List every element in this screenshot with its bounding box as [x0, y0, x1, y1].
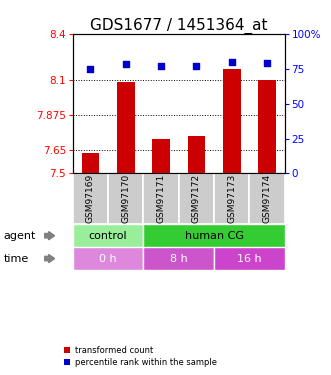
Bar — [179, 174, 214, 224]
Bar — [73, 224, 143, 247]
Point — [88, 66, 93, 72]
Text: agent: agent — [3, 231, 36, 241]
Bar — [143, 247, 214, 270]
Text: GSM97169: GSM97169 — [86, 174, 95, 223]
Bar — [143, 174, 179, 224]
Bar — [188, 136, 205, 174]
Text: 16 h: 16 h — [237, 254, 262, 264]
Point — [194, 63, 199, 69]
Text: GSM97172: GSM97172 — [192, 174, 201, 223]
Bar — [82, 153, 99, 174]
Bar — [73, 247, 143, 270]
Bar — [73, 174, 108, 224]
Text: human CG: human CG — [185, 231, 244, 241]
Text: 8 h: 8 h — [170, 254, 188, 264]
Text: GSM97174: GSM97174 — [262, 174, 271, 223]
Bar — [214, 174, 249, 224]
Bar — [143, 224, 285, 247]
Bar — [223, 69, 241, 174]
Bar — [249, 174, 285, 224]
Text: GSM97173: GSM97173 — [227, 174, 236, 223]
Text: GSM97170: GSM97170 — [121, 174, 130, 223]
Bar — [152, 140, 170, 174]
Text: 0 h: 0 h — [99, 254, 117, 264]
Point — [159, 63, 164, 69]
Text: time: time — [3, 254, 28, 264]
Title: GDS1677 / 1451364_at: GDS1677 / 1451364_at — [90, 18, 267, 34]
Legend: transformed count, percentile rank within the sample: transformed count, percentile rank withi… — [64, 346, 216, 367]
Point — [264, 60, 270, 66]
Text: control: control — [89, 231, 127, 241]
Point — [123, 62, 128, 68]
Bar — [214, 247, 285, 270]
Bar — [108, 174, 143, 224]
Bar — [258, 80, 276, 174]
Bar — [117, 82, 135, 174]
Text: GSM97171: GSM97171 — [157, 174, 166, 223]
Point — [229, 59, 234, 65]
